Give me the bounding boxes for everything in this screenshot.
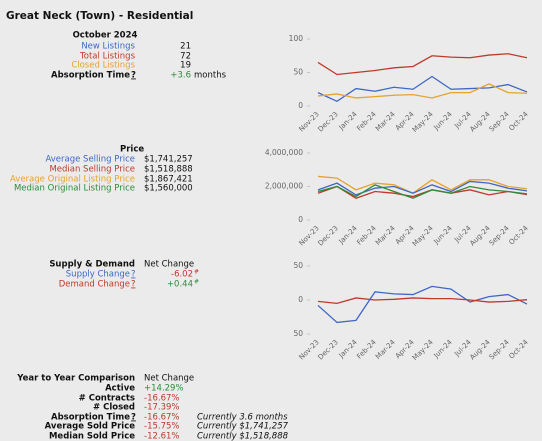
row-label: Average Original Listing Price — [10, 175, 135, 185]
x-tick-label: Mar-24 — [374, 110, 397, 133]
x-tick-label: Dec-23 — [317, 110, 340, 133]
row-value: -6.02 — [171, 270, 193, 280]
row-value: -12.61% — [144, 432, 179, 441]
page-title: Great Neck (Town) - Residential — [6, 10, 193, 22]
y-tick-label: 50 — [293, 261, 303, 270]
series-line — [317, 83, 528, 99]
row-value: $1,518,888 — [144, 165, 193, 175]
series-line — [317, 180, 528, 196]
row-label: New Listings — [81, 42, 135, 52]
x-tick-label: Sep-24 — [488, 110, 511, 133]
x-tick-label: Oct-24 — [508, 110, 531, 133]
x-tick-label: May-24 — [411, 110, 435, 134]
row-label: Median Selling Price — [49, 165, 135, 175]
row-label: Demand Change — [59, 280, 130, 290]
column-header: Net Change — [144, 260, 194, 270]
x-tick-label: Jun-24 — [432, 338, 455, 361]
column-header: Net Change — [144, 374, 194, 384]
row-label: Average Sold Price — [45, 422, 136, 432]
series-line — [317, 175, 528, 194]
help-link[interactable]: ? — [131, 270, 136, 280]
section-header: Price — [120, 145, 144, 155]
row-value: -15.75% — [144, 422, 179, 432]
y-tick-label: 0 — [298, 295, 303, 304]
x-tick-label: Dec-23 — [317, 224, 340, 247]
series-line — [317, 53, 528, 76]
x-tick-label: Oct-24 — [508, 338, 531, 361]
x-tick-label: Oct-24 — [508, 224, 531, 247]
series-line — [317, 297, 528, 305]
row-value: 21 — [180, 42, 191, 52]
row-suffix: # — [194, 279, 199, 286]
x-tick-label: Aug-24 — [468, 110, 492, 134]
row-value: +14.29% — [144, 384, 184, 394]
row-label: Average Selling Price — [45, 155, 135, 165]
x-tick-label: May-24 — [411, 338, 435, 362]
row-value: 19 — [180, 61, 191, 71]
row-note: Currently $1,518,888 — [197, 432, 289, 441]
row-value: -16.67% — [144, 394, 179, 404]
y-tick-label: 0 — [298, 101, 303, 110]
help-link[interactable]: ? — [131, 280, 136, 290]
row-label: Closed Listings — [71, 61, 135, 71]
row-unit: months — [194, 71, 227, 81]
series-line — [317, 75, 528, 103]
x-tick-label: Sep-24 — [488, 338, 511, 361]
y-tick-label: 50 — [293, 329, 303, 338]
y-tick-label: 4,000,000 — [265, 148, 303, 157]
y-tick-label: 2,000,000 — [265, 182, 303, 191]
section-header: Year to Year Comparison — [16, 374, 135, 384]
series-line — [317, 285, 528, 324]
row-label: Median Sold Price — [49, 432, 135, 441]
x-tick-label: Jun-24 — [432, 110, 455, 133]
help-link[interactable]: ? — [131, 71, 136, 81]
row-value: $1,867,421 — [144, 175, 193, 185]
row-value: $1,741,257 — [144, 155, 193, 165]
x-tick-label: Sep-24 — [488, 224, 511, 247]
row-label: Supply Change — [66, 270, 130, 280]
row-value: +0.44 — [167, 280, 193, 290]
y-tick-label: 0 — [298, 215, 303, 224]
row-note: Currently 3.6 months — [197, 413, 288, 423]
row-value: -16.67% — [144, 413, 179, 423]
x-tick-label: Aug-24 — [468, 224, 492, 248]
row-value: +3.6 — [170, 71, 191, 81]
x-tick-label: Jun-24 — [432, 224, 455, 247]
row-label: Absorption Time — [51, 413, 130, 423]
x-tick-label: Mar-24 — [374, 338, 397, 361]
row-label: # Closed — [93, 403, 135, 413]
series-line — [317, 185, 528, 199]
row-value: 72 — [180, 52, 191, 62]
y-tick-label: 100 — [289, 34, 304, 43]
x-tick-label: Mar-24 — [374, 224, 397, 247]
row-note: Currently $1,741,257 — [197, 422, 289, 432]
row-label: # Contracts — [79, 394, 135, 404]
x-tick-label: May-24 — [411, 224, 435, 248]
row-value: $1,560,000 — [144, 184, 193, 194]
x-tick-label: Aug-24 — [468, 338, 492, 362]
row-label: Active — [105, 384, 135, 394]
series-line — [317, 184, 528, 199]
row-label: Median Original Listing Price — [14, 184, 135, 194]
row-label: Absorption Time — [51, 71, 130, 81]
y-tick-label: 50 — [293, 68, 303, 77]
section-header: October 2024 — [73, 31, 138, 41]
help-link[interactable]: ? — [131, 413, 136, 423]
row-label: Total Listings — [79, 52, 136, 62]
section-header: Supply & Demand — [49, 260, 135, 270]
x-tick-label: Dec-23 — [317, 338, 340, 361]
row-value: -17.39% — [144, 403, 179, 413]
row-suffix: # — [194, 269, 199, 276]
